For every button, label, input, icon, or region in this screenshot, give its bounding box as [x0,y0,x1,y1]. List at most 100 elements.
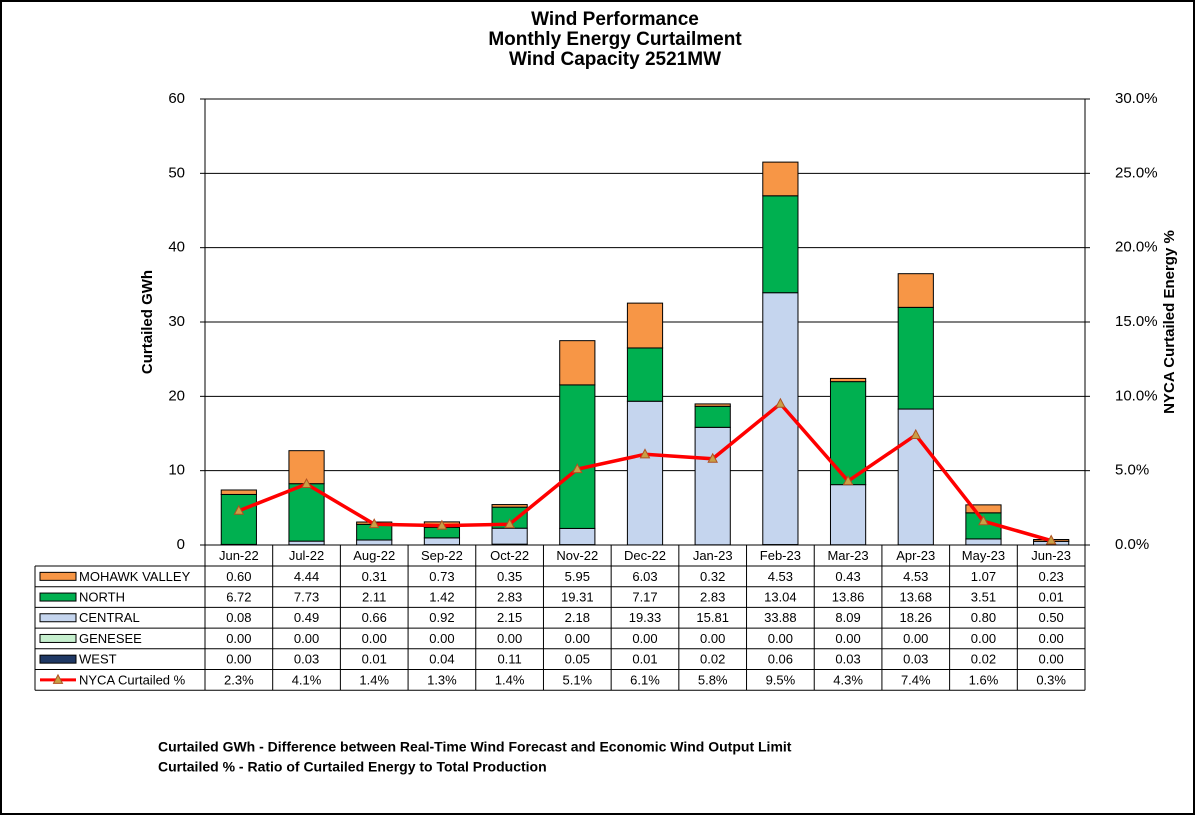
table-value: 2.18 [565,610,590,625]
table-value: 0.31 [362,569,387,584]
table-value: 0.02 [971,652,996,667]
x-tick-label: Jul-22 [289,548,324,563]
table-value: 0.66 [362,610,387,625]
marker [368,518,380,529]
table-value: 0.03 [903,652,928,667]
table-value: 0.00 [768,631,793,646]
table-value: 0.01 [1038,589,1063,604]
table-value: 1.4% [359,672,389,687]
marker [436,519,448,530]
table-value: 6.1% [630,672,660,687]
bar [220,493,257,545]
bar [626,302,664,349]
marker [910,428,922,439]
table-value: 0.50 [1038,610,1063,625]
table-value: 0.00 [903,631,928,646]
table-value: 4.44 [294,569,319,584]
table-value: 7.4% [901,672,931,687]
table-value: 2.11 [362,589,386,604]
bar [356,539,393,546]
legend-key [39,592,77,602]
table-value: 13.86 [832,589,865,604]
bar [762,161,799,197]
table-value: 0.11 [497,652,521,667]
table-value: 33.88 [764,610,797,625]
table-value: 0.23 [1038,569,1063,584]
bar [288,483,325,542]
table-value: 2.83 [700,589,725,604]
marker [504,518,515,529]
table-value: 0.01 [632,652,657,667]
table-value: 0.03 [835,652,860,667]
bar [559,340,596,386]
table-value: 13.04 [764,589,797,604]
table-value: 4.53 [768,569,793,584]
table-value: 0.08 [226,610,251,625]
y-tick-label: 0 [177,536,185,553]
table-value: 6.03 [632,569,657,584]
legend-label: MOHAWK VALLEY [79,569,191,584]
chart-title: Wind Performance [531,9,699,30]
bar [965,504,1002,514]
marker [571,463,583,474]
legend-key [39,654,77,664]
table-value: 1.42 [429,589,454,604]
x-tick-label: Oct-22 [490,548,529,563]
table-value: 2.15 [497,610,522,625]
table-value: 0.00 [565,631,590,646]
x-tick-label: Jan-23 [693,548,733,563]
table-value: 5.8% [698,672,728,687]
chart-title: Monthly Energy Curtailment [488,29,742,50]
legend-label: NORTH [79,589,125,604]
table-value: 1.07 [971,569,996,584]
legend-key [39,633,77,643]
table-value: 0.00 [226,631,251,646]
table-value: 3.51 [971,589,996,604]
table-value: 2.3% [224,672,254,687]
table-value: 7.17 [632,589,657,604]
x-tick-label: Nov-22 [556,548,598,563]
bar [897,306,934,410]
x-tick-label: Dec-22 [624,548,666,563]
bar [491,504,528,508]
marker [707,452,719,463]
table-value: 1.3% [427,672,457,687]
table-value: 0.02 [700,652,725,667]
y2-tick-label: 15.0% [1115,313,1158,330]
y2-tick-label: 5.0% [1115,462,1149,479]
table-value: 1.6% [969,672,999,687]
table-value: 0.00 [497,631,522,646]
bar [694,405,731,428]
bar [626,400,664,546]
bar [288,540,325,546]
marker [639,448,651,459]
table-value: 13.68 [899,589,932,604]
marker [775,397,786,408]
table-value: 0.00 [362,631,387,646]
table-value: 0.00 [971,631,996,646]
table-value: 5.95 [565,569,590,584]
x-tick-label: Aug-22 [353,548,395,563]
bar [829,377,867,383]
legend-label: CENTRAL [79,610,140,625]
legend-key [39,613,77,623]
legend-key [39,571,77,581]
table-value: 0.49 [294,610,319,625]
table-value: 0.00 [429,631,454,646]
table-value: 0.60 [226,569,251,584]
table-value: 0.04 [429,652,454,667]
y2-tick-label: 10.0% [1115,387,1158,404]
legend-label: GENESEE [79,631,142,646]
table-value: 0.03 [294,652,319,667]
marker [301,477,312,489]
y2-tick-label: 30.0% [1115,90,1158,107]
y2-axis-title: NYCA Curtailed Energy % [1161,230,1178,414]
bar [559,384,596,529]
y-tick-label: 20 [168,387,185,404]
y-axis-title: Curtailed GWh [139,270,156,374]
y-tick-label: 60 [168,90,185,107]
table-value: 0.35 [497,569,522,584]
bar [965,538,1002,546]
table-value: 0.43 [835,569,860,584]
